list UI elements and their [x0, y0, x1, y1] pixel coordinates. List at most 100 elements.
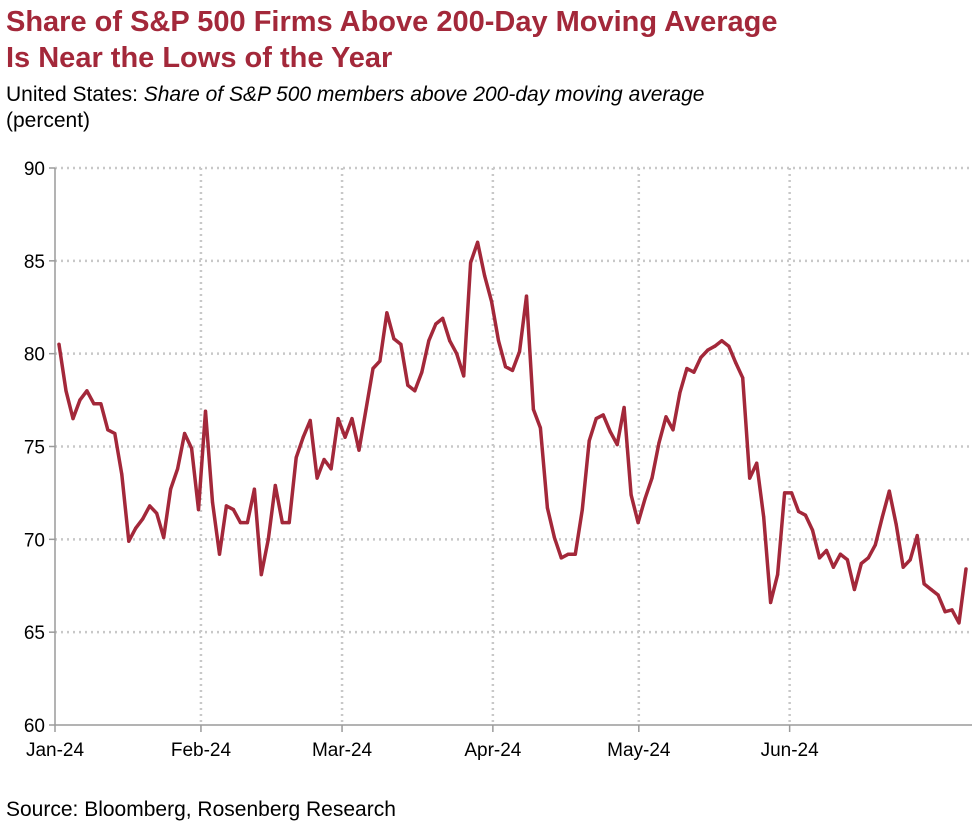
- y-tick-label: 80: [24, 345, 45, 366]
- data-point: [476, 240, 480, 244]
- data-point: [113, 431, 117, 436]
- data-point: [413, 389, 417, 393]
- data-point: [685, 366, 689, 371]
- data-point: [706, 348, 710, 352]
- y-tick-label: 90: [24, 159, 45, 180]
- data-point: [259, 573, 263, 577]
- data-point: [755, 461, 759, 465]
- data-point: [503, 365, 508, 369]
- chart-subtitle: United States: Share of S&P 500 members …: [6, 82, 704, 108]
- data-point: [308, 418, 312, 423]
- data-point: [301, 435, 305, 439]
- data-point: [162, 535, 166, 540]
- data-point: [873, 543, 877, 547]
- data-point: [455, 352, 459, 356]
- data-point: [280, 521, 284, 525]
- data-point: [524, 294, 529, 298]
- data-point: [217, 552, 222, 556]
- data-point: [615, 443, 619, 447]
- data-point: [71, 417, 75, 421]
- data-point: [183, 431, 187, 436]
- data-point: [134, 526, 138, 530]
- y-tick-label: 75: [24, 438, 45, 459]
- y-tick-label: 60: [24, 716, 45, 737]
- data-point: [622, 405, 626, 410]
- data-point: [427, 339, 431, 343]
- data-point: [797, 509, 801, 514]
- x-tick-label: Mar-24: [312, 740, 373, 761]
- data-point: [399, 342, 403, 346]
- data-point: [831, 565, 836, 569]
- subtitle-region: United States:: [6, 83, 144, 106]
- data-point: [245, 521, 249, 525]
- y-tick-label: 85: [24, 252, 45, 273]
- data-point: [908, 558, 912, 562]
- chart-title: Share of S&P 500 Firms Above 200-Day Mov…: [6, 4, 777, 76]
- data-point: [657, 441, 661, 445]
- data-point: [190, 446, 194, 450]
- data-point: [392, 337, 396, 341]
- data-point: [496, 339, 501, 343]
- data-point: [838, 552, 843, 556]
- data-point: [462, 374, 466, 378]
- data-point: [176, 467, 180, 471]
- data-point: [601, 413, 605, 417]
- data-point: [573, 552, 577, 556]
- data-point: [664, 415, 668, 419]
- x-tick-label: Apr-24: [464, 740, 521, 761]
- data-point: [594, 417, 598, 421]
- x-tick-label: Jun-24: [761, 740, 820, 761]
- data-point: [713, 344, 717, 348]
- data-point: [224, 504, 228, 508]
- data-point: [810, 528, 815, 532]
- data-point: [580, 508, 584, 512]
- data-point: [776, 573, 780, 577]
- data-point: [922, 582, 926, 586]
- data-point: [336, 417, 340, 421]
- data-point: [699, 355, 703, 359]
- data-point: [852, 587, 857, 592]
- data-point: [957, 621, 961, 625]
- data-point: [859, 561, 863, 566]
- data-point: [880, 515, 884, 519]
- data-point: [964, 567, 968, 571]
- data-point: [169, 487, 173, 491]
- data-point: [448, 339, 452, 343]
- y-tick-label: 70: [24, 530, 45, 551]
- data-point: [238, 521, 242, 525]
- data-point: [203, 409, 208, 413]
- data-point: [510, 368, 515, 372]
- data-point: [538, 426, 543, 430]
- data-point: [790, 491, 794, 495]
- data-point: [252, 487, 256, 491]
- data-point: [671, 428, 675, 432]
- data-point: [210, 500, 215, 504]
- data-point: [273, 483, 277, 488]
- data-point: [552, 535, 557, 540]
- x-tick-label: Feb-24: [171, 740, 232, 761]
- data-point: [748, 476, 752, 480]
- data-point: [845, 558, 850, 562]
- data-point: [517, 350, 522, 354]
- data-point: [545, 506, 550, 510]
- data-point: [469, 261, 473, 265]
- data-point: [385, 311, 389, 315]
- data-point: [727, 344, 731, 348]
- data-point: [120, 472, 124, 476]
- data-point: [762, 515, 766, 519]
- data-point: [357, 448, 361, 452]
- data-point: [78, 398, 82, 402]
- data-point: [559, 556, 563, 560]
- data-point: [483, 274, 487, 278]
- data-point: [817, 556, 822, 560]
- data-point: [901, 565, 905, 569]
- data-point: [141, 517, 145, 521]
- data-point: [866, 556, 870, 560]
- data-point: [490, 300, 494, 304]
- data-point: [420, 370, 424, 374]
- y-tick-label: 65: [24, 623, 45, 644]
- data-point: [720, 339, 724, 343]
- data-point: [734, 361, 738, 365]
- unit-label: (percent): [6, 109, 91, 132]
- data-point: [155, 511, 159, 515]
